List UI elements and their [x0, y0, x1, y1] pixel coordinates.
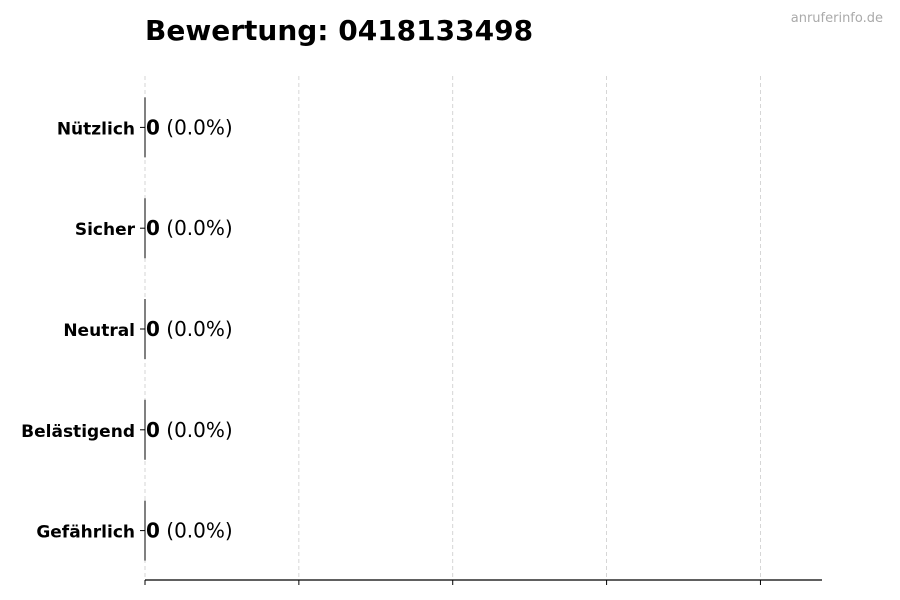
data-label: 0 (0.0%) [146, 519, 233, 543]
category-label: Gefährlich [36, 523, 135, 543]
data-label: 0 (0.0%) [146, 115, 233, 139]
data-label: 0 (0.0%) [146, 317, 233, 341]
category-label: Neutral [63, 321, 135, 341]
percent-label: (0.0%) [160, 519, 233, 543]
value-label: 0 [146, 519, 160, 543]
category-label: Nützlich [57, 119, 135, 139]
watermark: anruferinfo.de [791, 11, 883, 26]
data-label: 0 (0.0%) [146, 216, 233, 240]
percent-label: (0.0%) [160, 317, 233, 341]
value-label: 0 [146, 216, 160, 240]
value-label: 0 [146, 418, 160, 442]
value-label: 0 [146, 115, 160, 139]
percent-label: (0.0%) [160, 216, 233, 240]
percent-label: (0.0%) [160, 115, 233, 139]
percent-label: (0.0%) [160, 418, 233, 442]
category-label: Belästigend [21, 422, 135, 442]
data-label: 0 (0.0%) [146, 418, 233, 442]
value-label: 0 [146, 317, 160, 341]
category-label: Sicher [75, 220, 136, 240]
chart-title: Bewertung: 0418133498 [145, 14, 533, 47]
